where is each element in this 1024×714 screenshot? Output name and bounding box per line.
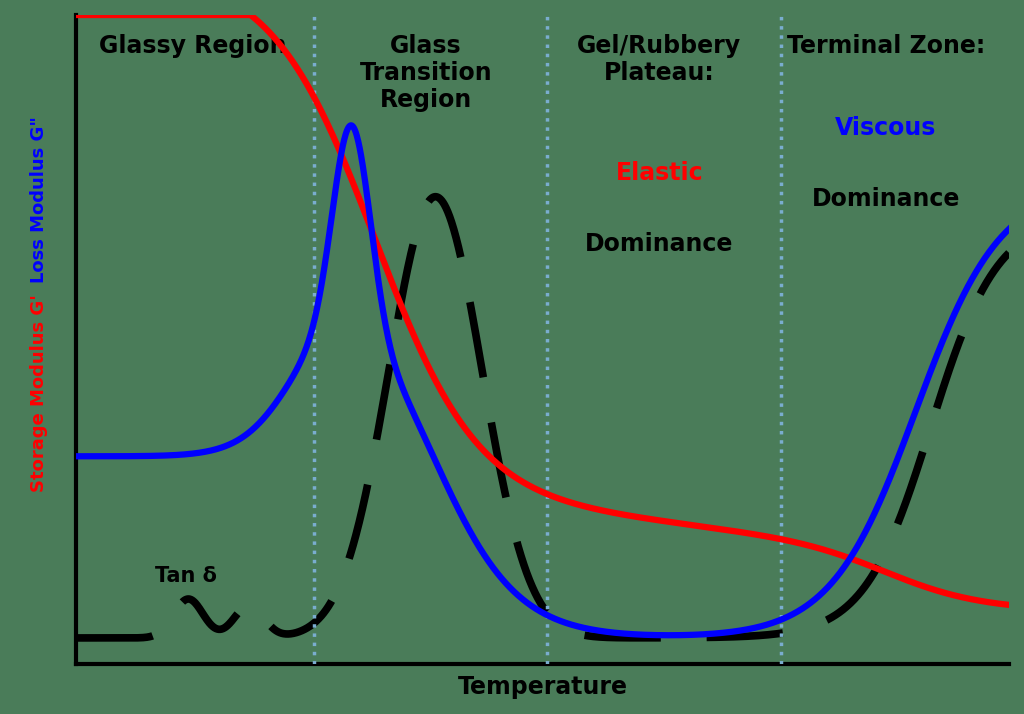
Text: Glassy Region: Glassy Region bbox=[99, 34, 287, 59]
Text: Viscous: Viscous bbox=[836, 116, 937, 139]
Text: Tan δ: Tan δ bbox=[156, 566, 217, 586]
Text: Loss Modulus G": Loss Modulus G" bbox=[30, 116, 48, 283]
Text: Terminal Zone:: Terminal Zone: bbox=[786, 34, 985, 59]
Text: Gel/Rubbery
Plateau:: Gel/Rubbery Plateau: bbox=[578, 34, 741, 85]
Text: Elastic: Elastic bbox=[615, 161, 703, 185]
Text: Dominance: Dominance bbox=[585, 232, 733, 256]
Text: Glass
Transition
Region: Glass Transition Region bbox=[359, 34, 493, 112]
Text: Dominance: Dominance bbox=[812, 187, 961, 211]
X-axis label: Temperature: Temperature bbox=[458, 675, 628, 699]
Text: Storage Modulus G': Storage Modulus G' bbox=[30, 293, 48, 492]
